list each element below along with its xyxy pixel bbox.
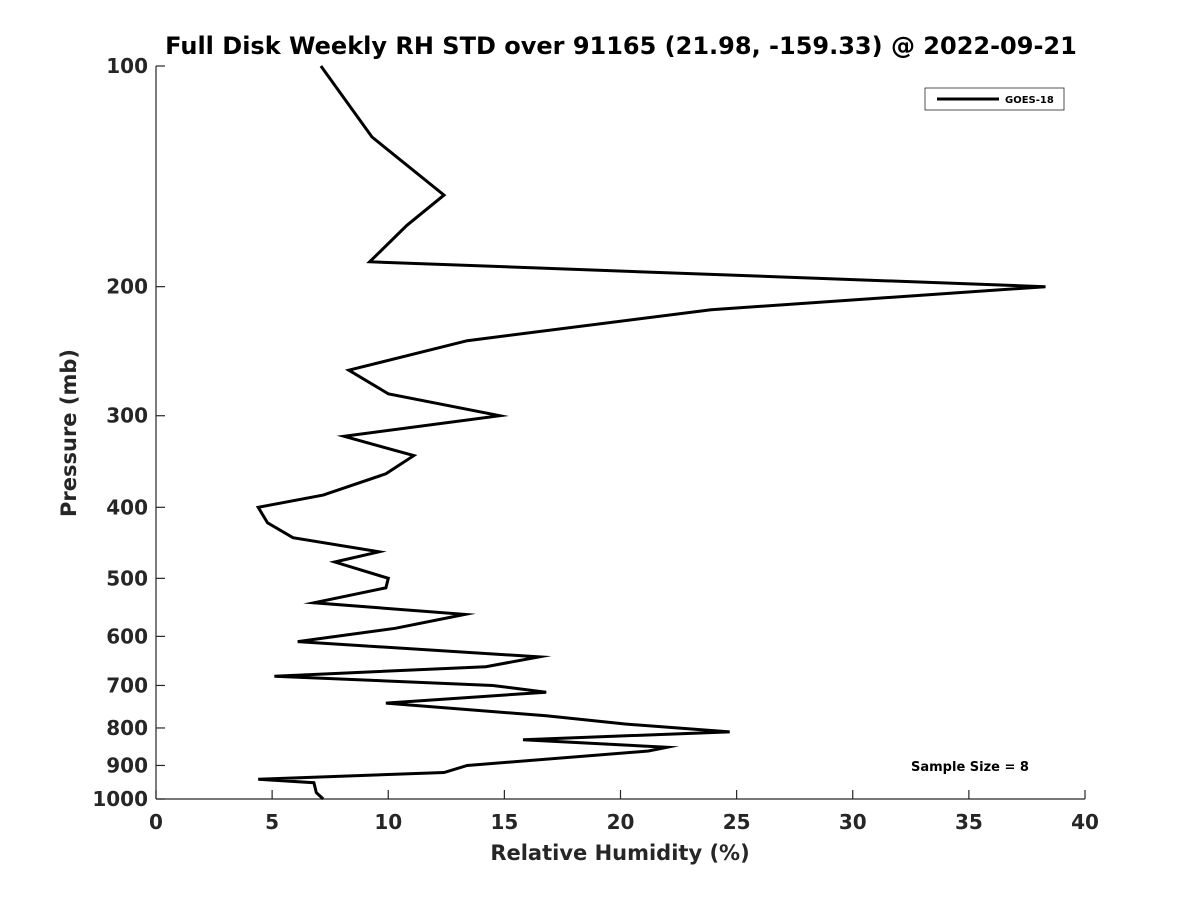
x-tick-label: 15	[490, 810, 518, 834]
y-tick-label: 100	[106, 54, 148, 78]
plot-area	[155, 66, 1085, 800]
y-tick-label: 700	[106, 673, 148, 697]
x-tick-label: 10	[374, 810, 402, 834]
y-tick-label: 1000	[92, 787, 148, 811]
x-tick-label: 20	[607, 810, 635, 834]
y-tick-label: 500	[106, 566, 148, 590]
y-tick-label: 200	[106, 275, 148, 299]
y-tick-label: 800	[106, 716, 148, 740]
x-tick-label: 40	[1071, 810, 1099, 834]
series-line	[255, 65, 1046, 801]
x-ticks: 0 5 10 15 20 25 30 35 40	[149, 790, 1099, 834]
legend: GOES-18	[924, 87, 1065, 111]
y-ticks: 100 200 300 400 500 600 700 800 900 1000	[92, 54, 165, 811]
y-tick-label: 900	[106, 753, 148, 777]
y-tick-label: 300	[106, 404, 148, 428]
x-tick-label: 5	[265, 810, 279, 834]
x-tick-label: 25	[723, 810, 751, 834]
legend-label: GOES-18	[1005, 95, 1054, 106]
series-layer	[255, 65, 1046, 801]
y-tick-label: 600	[106, 624, 148, 648]
y-tick-label: 400	[106, 495, 148, 519]
x-tick-label: 30	[839, 810, 867, 834]
y-axis-label: Pressure (mb)	[57, 349, 81, 517]
sample-size-annotation: Sample Size = 8	[911, 760, 1029, 775]
x-axis-label: Relative Humidity (%)	[490, 841, 749, 865]
x-tick-label: 35	[955, 810, 983, 834]
chart-title: Full Disk Weekly RH STD over 91165 (21.9…	[165, 32, 1077, 60]
x-tick-label: 0	[149, 810, 163, 834]
